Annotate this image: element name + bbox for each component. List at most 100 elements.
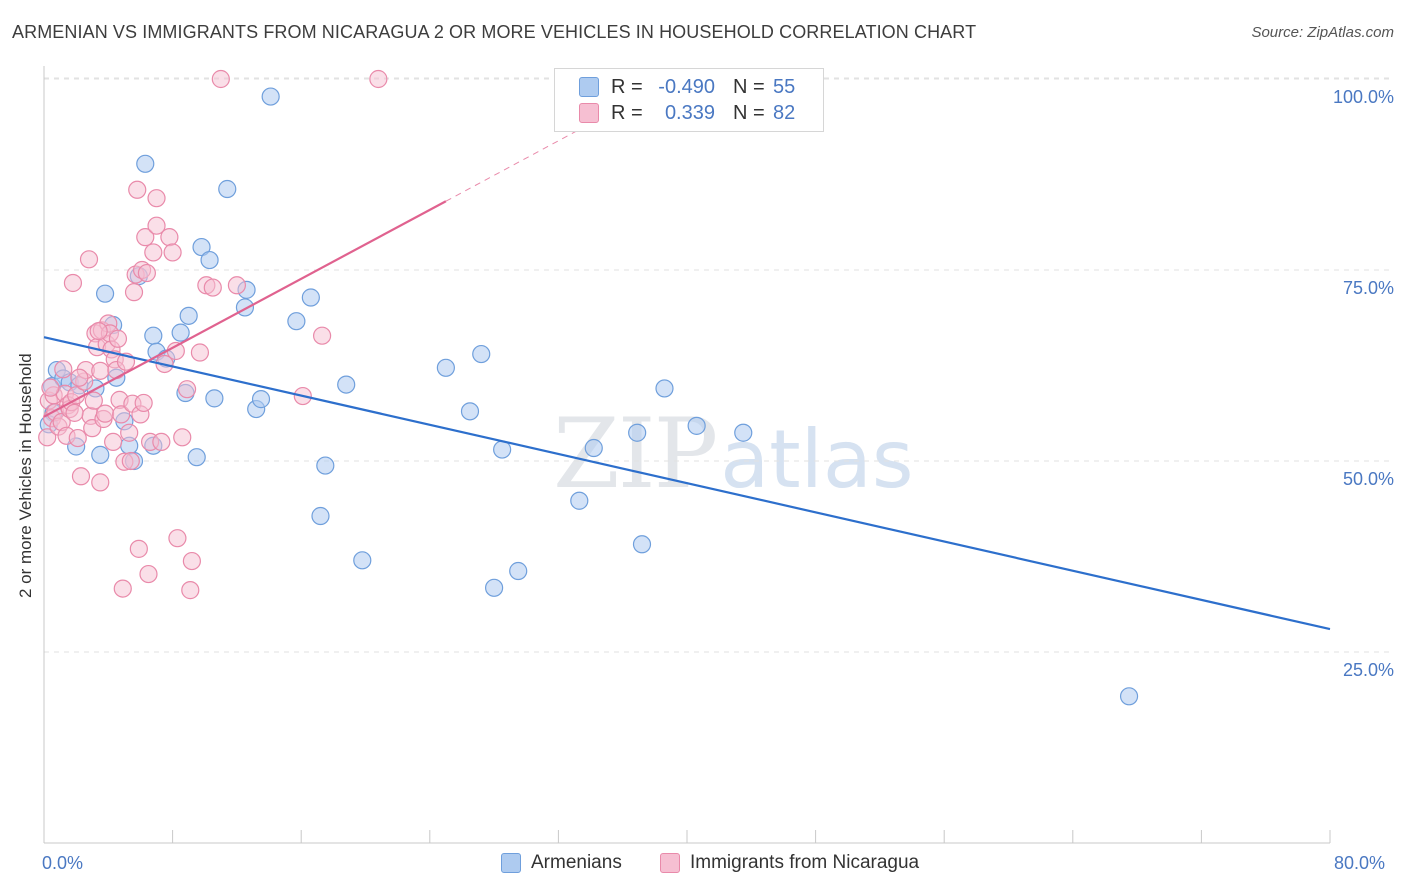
armenians-point [472,344,491,364]
armenians-point [187,448,206,467]
armenians-point [200,250,219,270]
y-tick-25: 25.0% [1342,660,1394,680]
nicaragua-point [137,263,156,283]
nicaragua-point [113,579,132,598]
nicaragua-point [84,391,103,410]
legend-row-nicaragua: R = 0.339 N = 82 [579,101,795,125]
nicaragua-point [91,473,110,492]
armenians-point [144,326,163,345]
nicaragua-trend-extension [445,114,607,202]
nicaragua-point [124,283,144,302]
legend-r-label: R = [611,75,643,98]
nicaragua-point [120,423,139,442]
watermark-atlas: atlas [720,413,914,506]
y-axis-label: 2 or more Vehicles in Household [16,353,35,598]
nicaragua-point [70,368,89,387]
nicaragua-point [95,404,115,423]
legend-n-value: 82 [773,101,796,124]
y-tick-75: 75.0% [1342,278,1394,298]
armenians-point [509,561,528,581]
nicaragua-point [312,326,332,345]
armenians-point [218,179,237,199]
nicaragua-point [152,432,171,451]
nicaragua-point [163,243,182,262]
legend-n-label: N = [733,101,765,124]
correlation-legend: R = -0.490 N = 55 R = 0.339 N = 82 [554,68,824,132]
armenians-point [171,323,190,342]
x-tick-min: 0.0% [42,853,84,873]
nicaragua-point [112,405,131,424]
nicaragua-point [128,180,147,199]
armenians-point [205,389,224,408]
armenians-point [261,87,280,106]
armenians-point [485,578,504,597]
nicaragua-point [160,228,179,247]
armenians-point [1119,687,1139,706]
nicaragua-point [89,322,108,341]
armenians-point [460,402,480,421]
armenians-point [287,312,306,331]
nicaragua-point [144,243,163,262]
nicaragua-point [108,329,128,348]
legend-swatch-pink [579,103,599,123]
nicaragua-point [134,393,153,413]
nicaragua-point [129,539,148,558]
legend-row-armenians: R = -0.490 N = 55 [579,75,795,99]
legend-r-label: R = [611,101,643,124]
legend-n-label: N = [733,75,765,98]
nicaragua-point [182,551,201,571]
armenians-point [734,423,753,442]
armenians-point [91,445,110,464]
bottom-legend-swatch-pink [660,853,680,873]
nicaragua-point [63,273,83,293]
nicaragua-point [211,69,230,89]
legend-r-value: -0.490 [658,75,715,98]
y-tick-50: 50.0% [1342,469,1394,489]
armenians-point [192,237,211,257]
nicaragua-point [203,278,222,297]
bottom-legend-label: Armenians [531,852,622,873]
nicaragua-point [54,360,73,379]
nicaragua-point [68,428,87,448]
nicaragua-trend-line [43,200,447,418]
armenians-point [353,551,372,570]
bottom-legend-label: Immigrants from Nicaragua [690,852,920,873]
legend-n-value: 55 [773,75,796,98]
nicaragua-point [369,69,388,89]
armenians-trend-line [43,336,1331,631]
source-credit: Source: ZipAtlas.com [1251,24,1394,41]
armenians-point [251,390,271,409]
bottom-legend-armenians: Armenians [501,852,622,874]
zipatlas-watermark: ZIPatlas [553,398,914,510]
nicaragua-point [190,343,210,362]
armenians-point [179,306,198,325]
armenians-point [95,284,115,303]
nicaragua-point [65,403,84,422]
nicaragua-point [91,361,110,380]
nicaragua-point [136,228,155,247]
armenians-point [655,379,674,398]
y-tick-100: 100.0% [1332,87,1394,107]
nicaragua-point [147,216,166,235]
armenians-point [301,288,320,307]
nicaragua-point [147,189,166,208]
armenians-point [316,456,335,475]
nicaragua-point [177,380,197,399]
x-tick-max: 80.0% [1334,853,1386,873]
nicaragua-point [38,428,57,447]
armenians-point [632,535,652,554]
nicaragua-point [168,529,187,548]
nicaragua-point [173,428,192,447]
armenians-point [584,438,603,458]
nicaragua-point [181,581,200,600]
legend-swatch-blue [579,77,599,97]
nicaragua-point [79,250,99,269]
armenians-point [687,416,706,435]
nicaragua-point [227,276,246,295]
bottom-legend-nicaragua: Immigrants from Nicaragua [660,852,919,874]
nicaragua-point [139,564,158,584]
armenians-point [311,506,330,526]
armenians-point [136,154,155,173]
nicaragua-point [104,432,123,451]
